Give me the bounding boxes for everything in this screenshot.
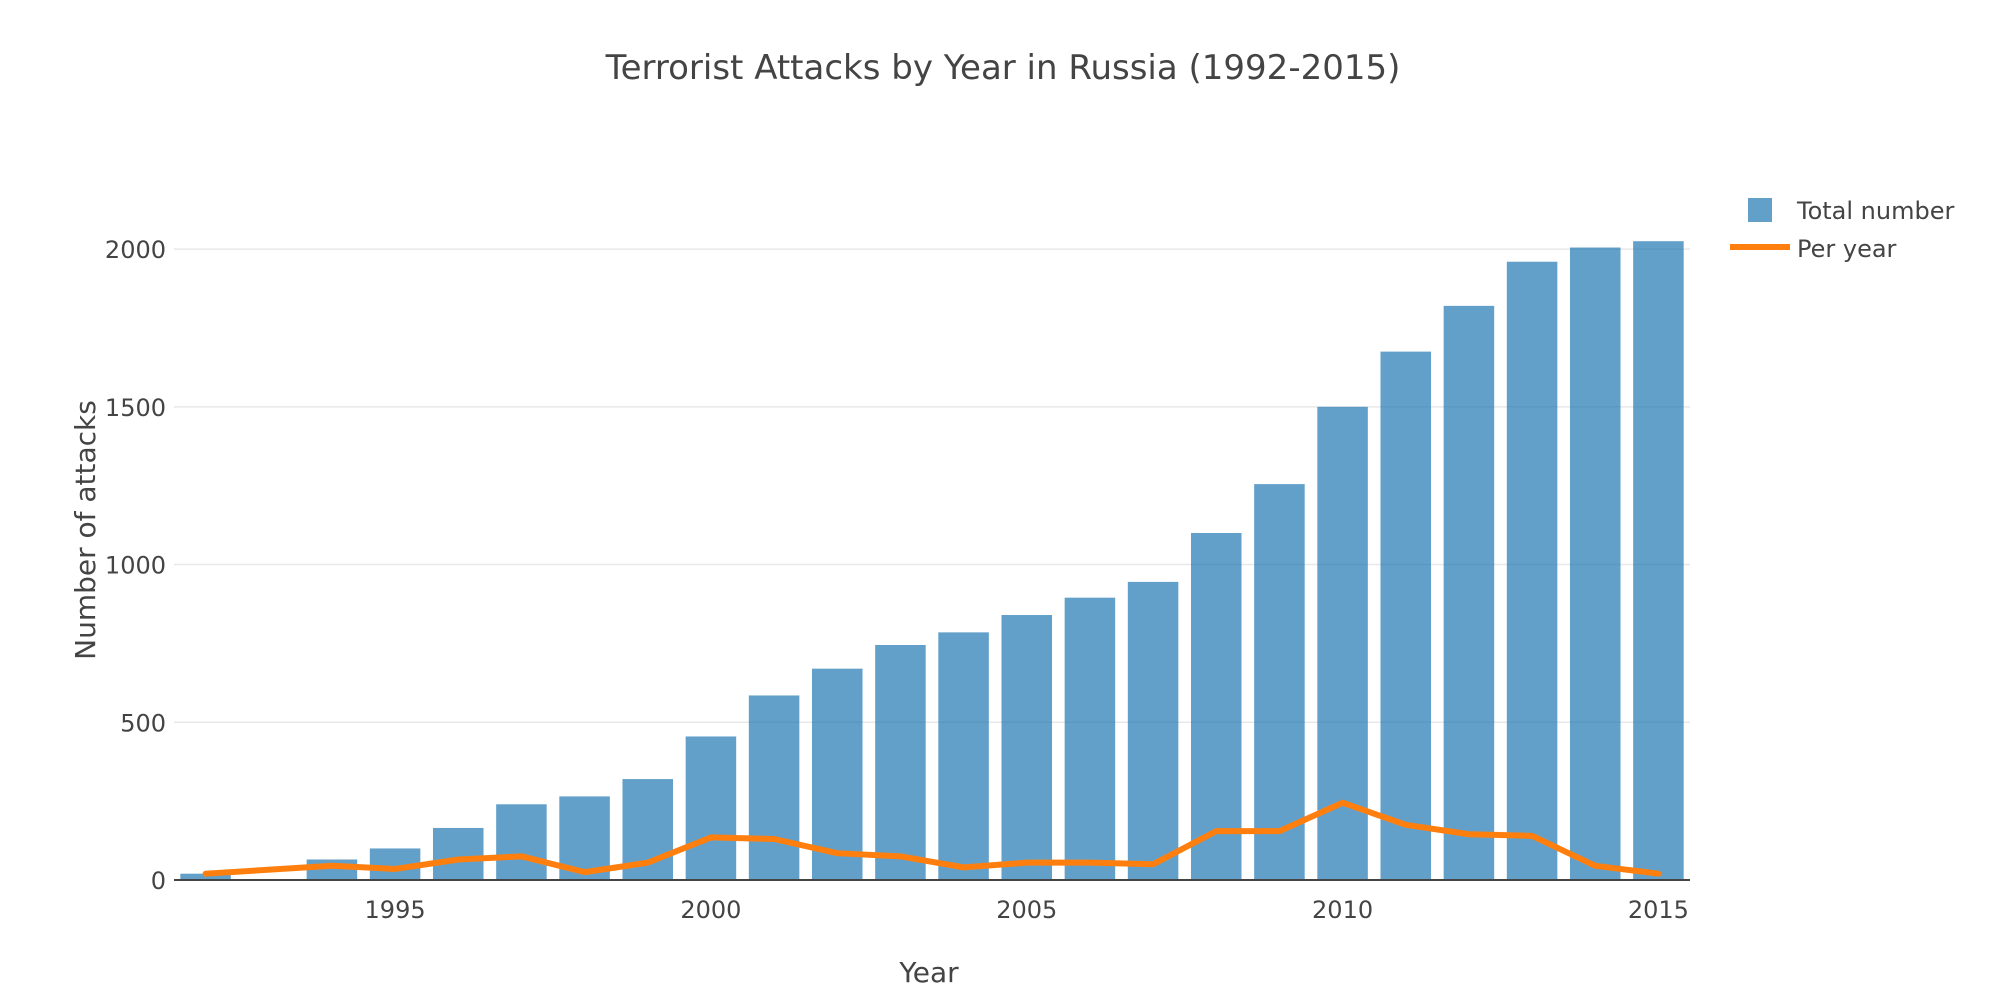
- bar-total-number: [811, 668, 863, 880]
- x-tick-label: 2010: [1312, 896, 1373, 924]
- bar-total-number: [496, 804, 547, 880]
- legend-label-per-year: Per year: [1797, 235, 1897, 263]
- y-tick-label: 2000: [105, 236, 166, 264]
- y-tick-label: 500: [120, 709, 166, 737]
- y-tick-label: 1500: [105, 394, 166, 422]
- bar-total-number: [1633, 241, 1684, 881]
- bar-total-number: [1506, 261, 1558, 880]
- line-per-year: [202, 799, 1662, 877]
- bar-total-number: [938, 632, 989, 880]
- legend-label-total-number: Total number: [1796, 197, 1954, 225]
- bar-total-number: [875, 644, 926, 880]
- legend[interactable]: Total number Per year: [1730, 197, 1954, 263]
- bar-total-number: [1254, 484, 1305, 880]
- x-tick-label: 1995: [365, 896, 426, 924]
- bar-total-number: [748, 695, 800, 880]
- x-axis-title: Year: [898, 956, 959, 989]
- x-tick-label: 2005: [996, 896, 1057, 924]
- bar-total-number: [1064, 597, 1116, 880]
- y-axis-title: Number of attacks: [69, 400, 102, 660]
- y-tick-labels: 0 500 1000 1500 2000: [105, 236, 166, 895]
- bar-total-number: [1380, 351, 1432, 880]
- bar-total-number: [1443, 305, 1495, 880]
- bar-total-number: [1190, 533, 1242, 880]
- legend-swatch-total-number: [1748, 198, 1772, 222]
- bar-total-number: [1127, 581, 1179, 880]
- y-tick-label: 1000: [105, 552, 166, 580]
- bar-total-number: [432, 827, 484, 880]
- y-tick-label: 0: [151, 867, 166, 895]
- bar-total-number: [1001, 615, 1053, 880]
- bar-total-number: [685, 736, 737, 880]
- bars: [180, 241, 1684, 881]
- x-tick-label: 2000: [680, 896, 741, 924]
- chart-title: Terrorist Attacks by Year in Russia (199…: [605, 48, 1401, 88]
- bar-total-number: [180, 873, 231, 880]
- x-tick-labels: 1995 2000 2005 2010 2015: [365, 896, 1689, 924]
- line-series: [202, 799, 1662, 877]
- x-tick-label: 2015: [1628, 896, 1689, 924]
- gridlines: [174, 248, 1690, 724]
- bar-total-number: [1569, 247, 1621, 880]
